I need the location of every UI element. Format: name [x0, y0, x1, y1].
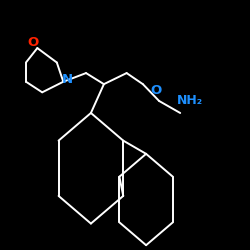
Text: O: O — [28, 36, 39, 49]
Text: O: O — [151, 84, 162, 97]
Text: N: N — [62, 73, 73, 86]
Text: NH₂: NH₂ — [177, 94, 203, 107]
